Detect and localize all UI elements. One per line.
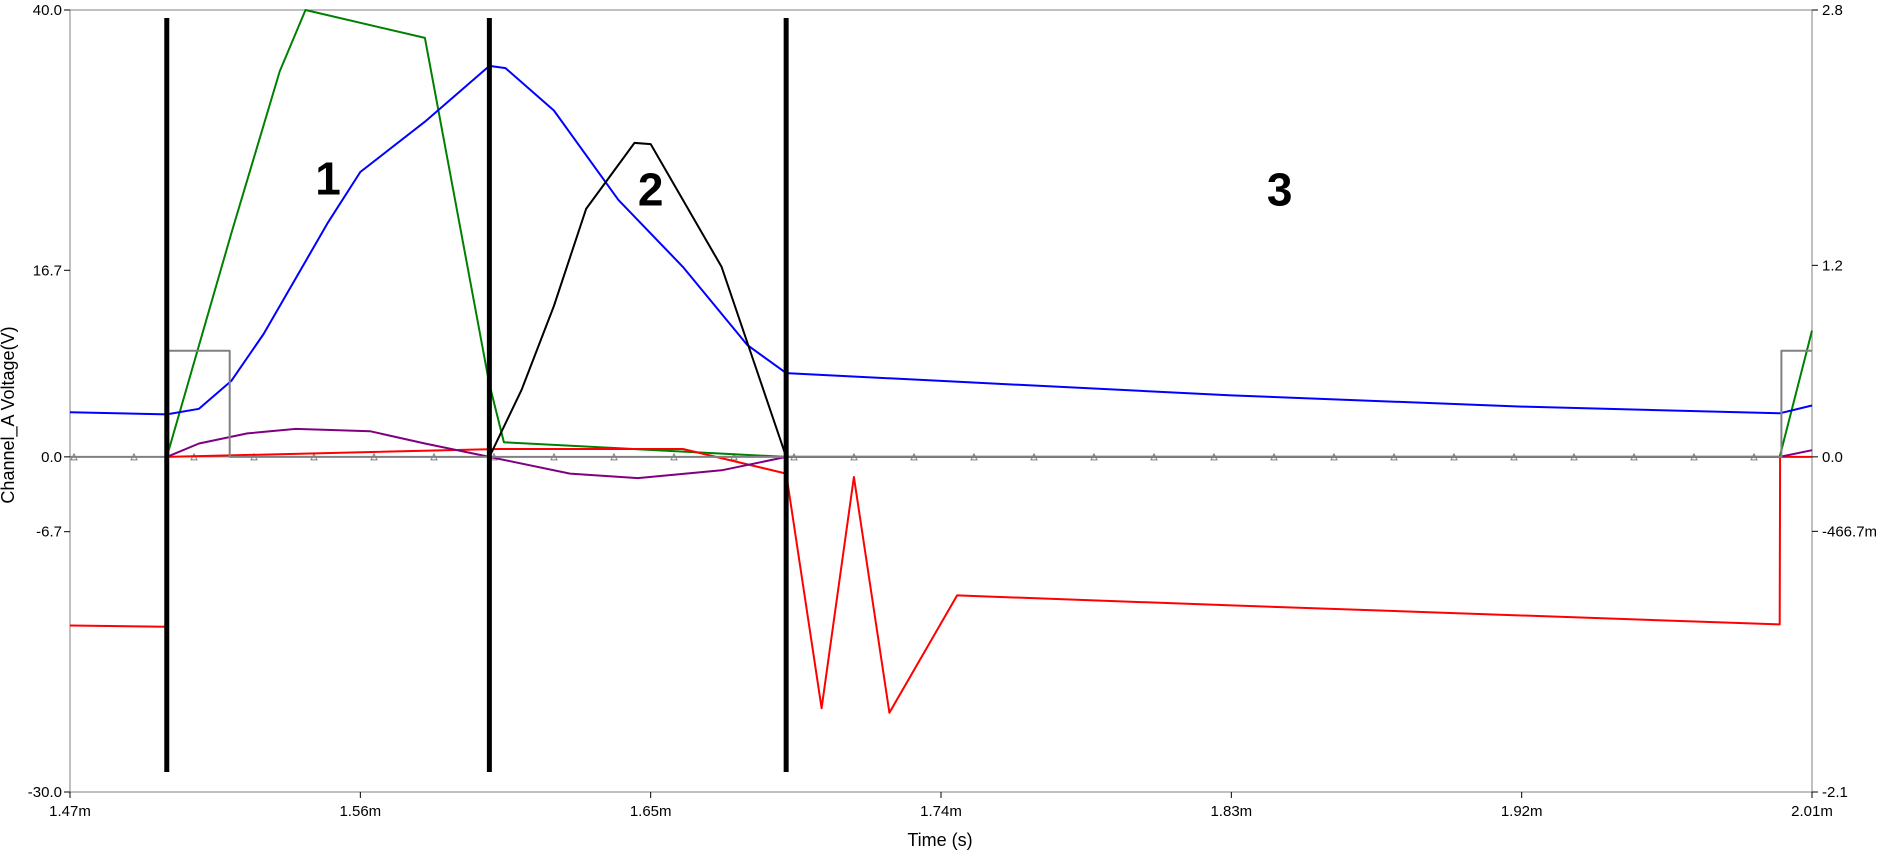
x-tick-label: 1.56m: [339, 803, 381, 820]
x-tick-label: 1.83m: [1210, 803, 1252, 820]
region-labels: 1 2 3: [315, 152, 1292, 215]
y-tick-label: -30.0: [28, 784, 62, 801]
y2-tick-label: 1.2: [1822, 257, 1843, 274]
series-line-1: [69, 64, 1813, 416]
region-marker-layer: [164, 18, 789, 772]
y-axis-title: Channel_A Voltage(V): [0, 326, 19, 503]
x-tick-label: 1.47m: [49, 803, 91, 820]
series-line-5: [70, 349, 1812, 458]
y-tick-label: -6.7: [36, 524, 62, 541]
region-label-3: 3: [1267, 164, 1293, 216]
region-label-2: 2: [638, 164, 664, 216]
x-tick-label: 2.01m: [1791, 803, 1833, 820]
x-tick-label: 1.74m: [920, 803, 962, 820]
x-axis: 1.47m 1.56m 1.65m 1.74m 1.83m 1.92m 2.01m: [49, 792, 1833, 820]
series-line-3: [488, 141, 788, 458]
y2-tick-label: 0.0: [1822, 449, 1843, 466]
series-line-4: [166, 427, 1813, 480]
x-tick-label: 1.65m: [630, 803, 672, 820]
y-tick-label: 16.7: [33, 262, 62, 279]
y-axis-right: 2.8 1.2 0.0 -466.7m -2.1: [1812, 2, 1877, 801]
y2-tick-label: -466.7m: [1822, 523, 1877, 540]
y2-tick-label: -2.1: [1822, 784, 1848, 801]
region-label-1: 1: [315, 152, 341, 204]
x-axis-title: Time (s): [907, 830, 972, 850]
series-layer: [69, 9, 1813, 714]
series-line-0: [165, 9, 1813, 458]
y-tick-label: 0.0: [41, 449, 62, 466]
plot-area: [69, 9, 1813, 793]
y2-tick-label: 2.8: [1822, 2, 1843, 19]
y-axis-left: 40.0 16.7 0.0 -6.7 -30.0: [28, 2, 70, 801]
series-line-2: [69, 448, 1812, 714]
x-tick-label: 1.92m: [1501, 803, 1543, 820]
plot-border: [69, 9, 1813, 793]
y-tick-label: 40.0: [33, 2, 62, 19]
